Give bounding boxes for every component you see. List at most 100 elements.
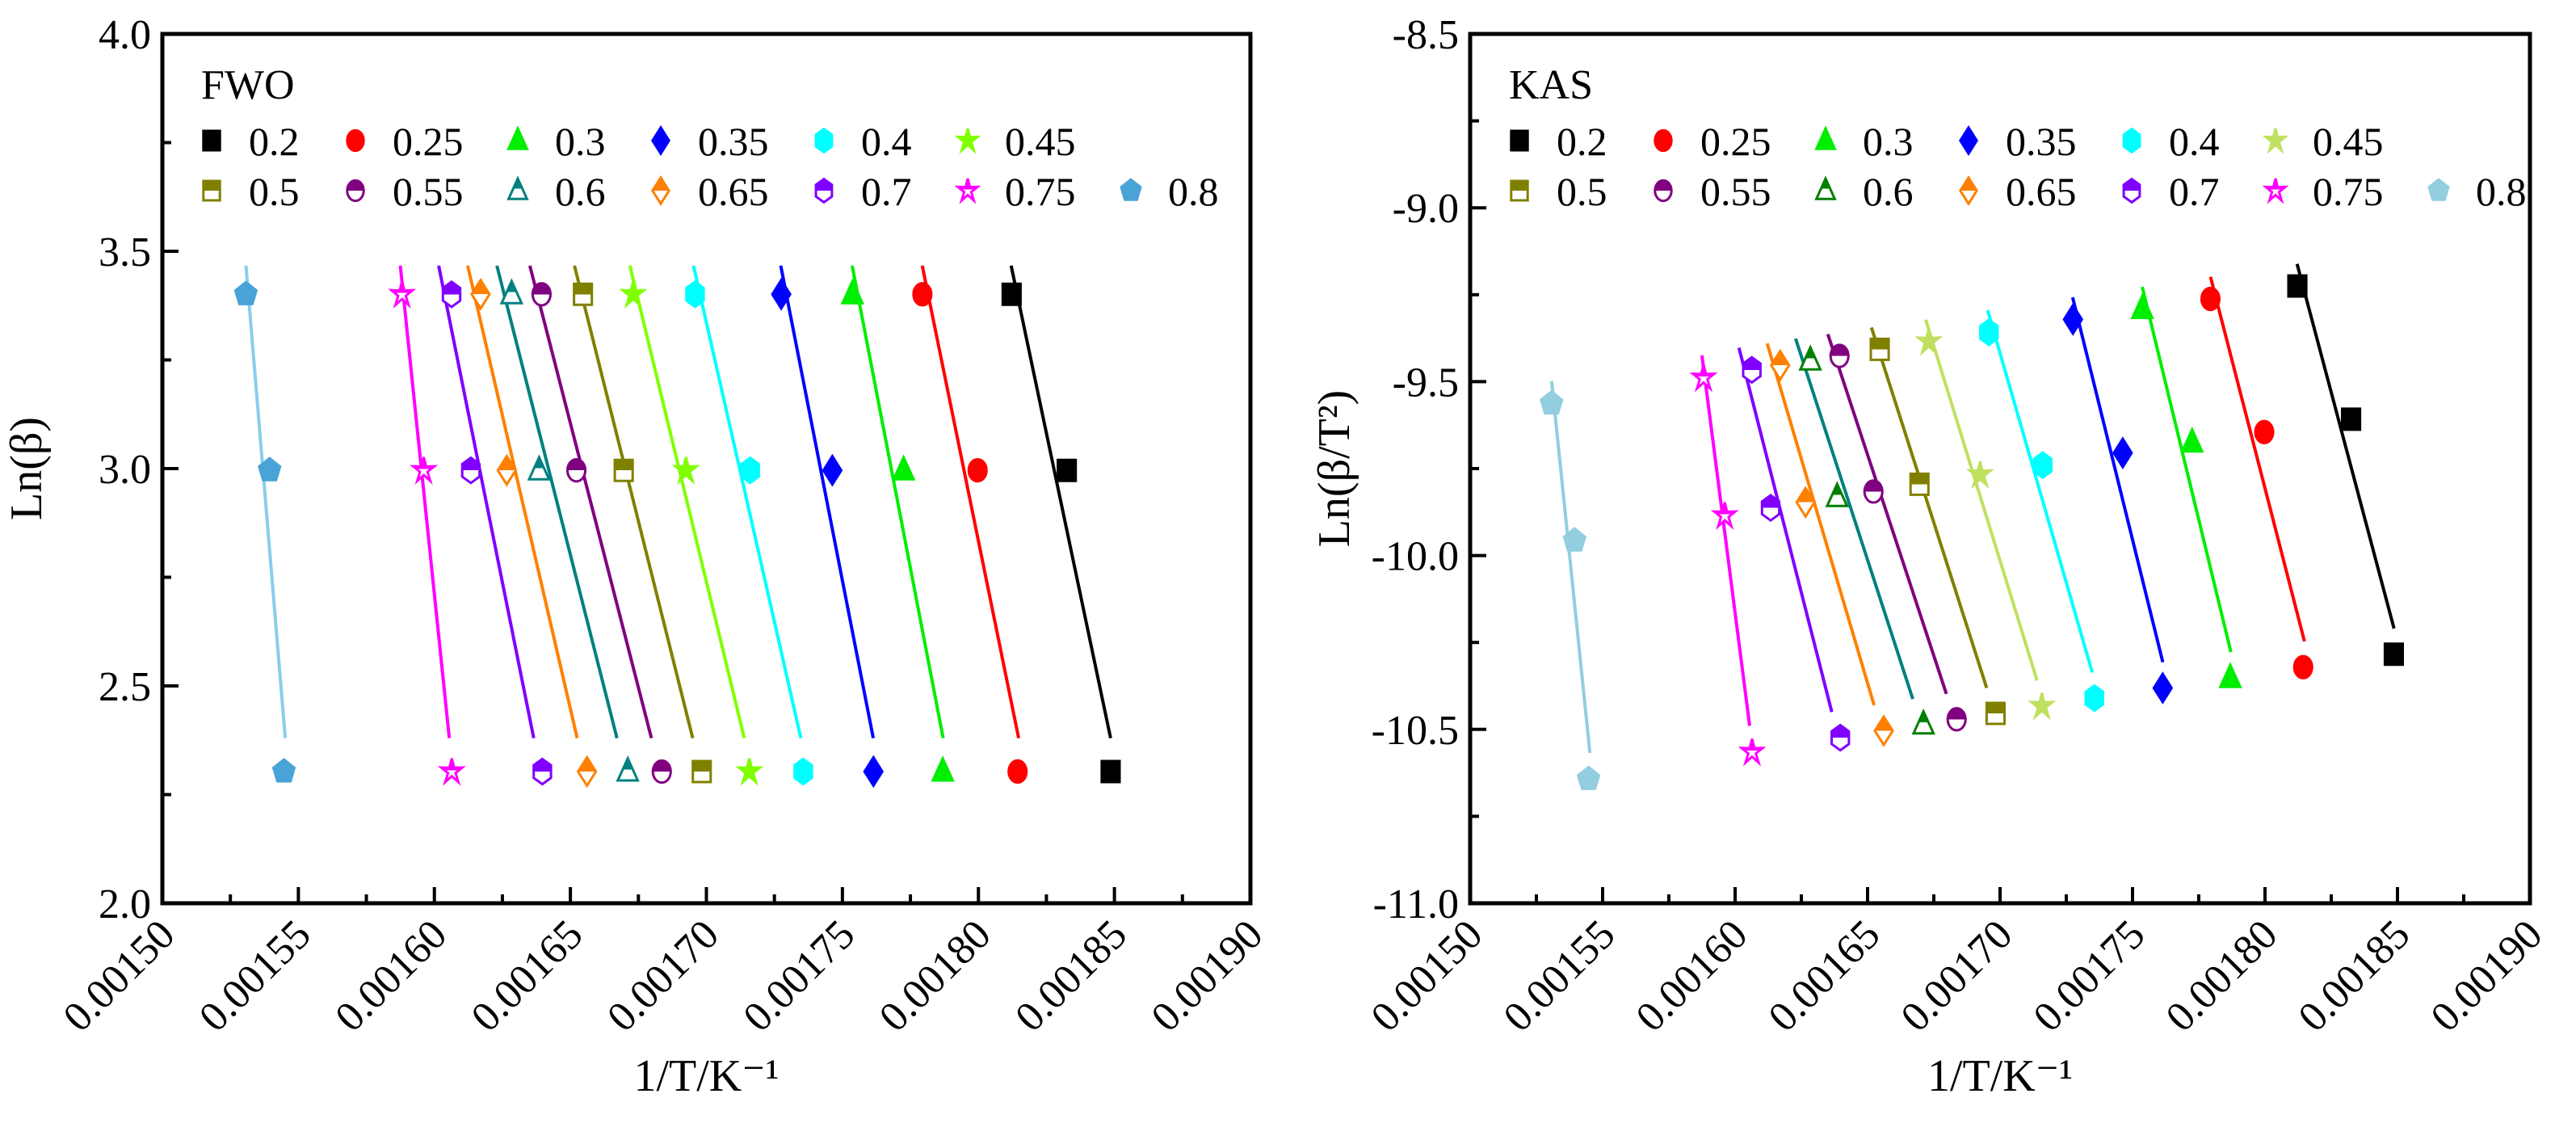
data-point-0.6: [1798, 344, 1822, 371]
y-tick-label: 4.0: [99, 12, 151, 58]
data-point-0.4: [2084, 683, 2104, 713]
data-point-0.45: [619, 280, 648, 309]
legend-item: 0.8: [2427, 169, 2527, 214]
legend-marker-square: [1510, 179, 1529, 202]
legend-marker-diamond: [651, 175, 670, 207]
x-axis-title: 1/T/K⁻¹: [633, 1051, 779, 1101]
fit-line-0.25: [920, 265, 1021, 739]
data-point-0.25: [2292, 654, 2313, 679]
data-point-0.25: [2200, 286, 2221, 312]
legend-label: 0.5: [249, 169, 300, 214]
data-point-0.6: [616, 755, 640, 782]
x-tick-label: 0.00175: [735, 911, 864, 1041]
legend-item: 0.5: [1510, 169, 1607, 214]
legend-item: 0.45: [2262, 119, 2384, 164]
y-tick-label: -8.5: [1393, 12, 1459, 58]
x-tick-label: 0.00180: [871, 911, 1000, 1041]
x-tick-label: 0.00160: [326, 911, 456, 1041]
data-point-0.75: [410, 456, 439, 486]
chart-panel-kas: 0.00150 0.00155 0.00160 0.00165 0.00170 0.001…: [1309, 12, 2551, 1101]
legend-marker-diamond: [1959, 124, 1978, 157]
data-point-0.35: [822, 453, 843, 487]
data-point-0.8: [1539, 389, 1564, 415]
data-point-0.7: [532, 757, 553, 786]
data-point-0.5: [613, 458, 634, 482]
legend-label: 0.55: [1700, 169, 1771, 214]
data-point-0.35: [771, 277, 792, 311]
legend-label: 0.2: [249, 119, 300, 164]
fit-line-0.2: [1009, 265, 1112, 739]
legend-marker-circle: [1654, 128, 1673, 153]
legend-item: 0.25: [346, 119, 464, 164]
legend-item: 0.3: [1814, 119, 1914, 164]
fit-line-0.45: [1924, 319, 2039, 681]
fit-line-0.2: [2295, 263, 2396, 629]
fit-line-0.35: [2070, 297, 2165, 663]
legend-label: 0.45: [2313, 119, 2384, 164]
legend-marker-hexagon: [814, 177, 834, 204]
legend-marker-triangle: [506, 175, 529, 200]
data-point-0.65: [1795, 486, 1817, 519]
data-point-0.3: [891, 454, 916, 481]
x-tick-label: 0.00190: [2423, 911, 2552, 1041]
data-point-0.35: [2062, 302, 2084, 336]
legend-item: 0.75: [2262, 169, 2384, 214]
legend-label: 0.7: [2169, 169, 2220, 214]
data-point-0.25: [912, 282, 933, 307]
legend-marker-square: [202, 179, 221, 202]
fit-line-0.3: [851, 265, 945, 739]
legend: 0.2 0.25 0.3 0.35 0.4 0.45 0.5 0.55 0.6 0.65 0.7 0.…: [1510, 119, 2527, 214]
legend-label: 0.4: [861, 119, 912, 164]
data-point-0.75: [1689, 364, 1718, 393]
data-point-0.65: [1769, 348, 1791, 382]
data-point-0.75: [1710, 502, 1739, 530]
y-tick-label: -11.0: [1373, 881, 1459, 927]
data-point-0.55: [1829, 343, 1850, 368]
fit-line-0.8: [244, 265, 288, 738]
chart-panel-fwo: 0.00150 0.00155 0.00160 0.00165 0.00170 0.001…: [2, 12, 1271, 1101]
y-tick-label: -9.5: [1393, 360, 1459, 406]
legend-item: 0.6: [1814, 169, 1914, 214]
fit-line-0.65: [466, 265, 579, 739]
legend-item: 0.7: [2122, 169, 2220, 214]
fit-line-0.4: [691, 265, 803, 739]
fit-line-0.55: [1826, 333, 1948, 695]
data-point-0.55: [531, 282, 552, 307]
y-tick-label: -10.0: [1372, 534, 1459, 580]
x-tick-label: 0.00165: [1760, 911, 1889, 1041]
legend-marker-triangle: [1814, 125, 1837, 150]
data-point-0.4: [1979, 318, 1999, 347]
method-label: KAS: [1509, 62, 1593, 108]
legend-label: 0.75: [2313, 169, 2384, 214]
data-point-0.35: [2112, 436, 2133, 470]
legend-item: 0.25: [1654, 119, 1771, 164]
x-tick-label: 0.00170: [599, 911, 728, 1041]
data-point-0.35: [863, 755, 885, 789]
data-point-0.75: [388, 280, 417, 309]
legend-marker-square: [202, 129, 221, 152]
data-point-0.65: [496, 453, 518, 487]
legend-item: 0.2: [1510, 119, 1607, 164]
fit-line-0.75: [398, 265, 452, 738]
fit-line-0.6: [1793, 338, 1914, 700]
data-point-0.8: [257, 456, 282, 482]
data-point-0.55: [1946, 707, 1967, 732]
legend-marker-hexagon: [2122, 127, 2141, 154]
x-tick-label: 0.00155: [191, 911, 320, 1041]
legend-item: 0.65: [651, 169, 769, 214]
legend-item: 0.6: [506, 169, 606, 214]
data-point-0.2: [1057, 458, 1078, 482]
legend-label: 0.75: [1005, 169, 1076, 214]
data-point-0.8: [271, 758, 296, 783]
fit-line-0.5: [573, 265, 695, 739]
legend-item: 0.2: [202, 119, 300, 164]
data-point-0.7: [441, 280, 462, 309]
y-tick-label: -10.5: [1372, 708, 1459, 754]
data-point-0.8: [1562, 527, 1586, 552]
data-point-0.25: [1007, 759, 1028, 784]
legend-label: 0.3: [555, 119, 606, 164]
fit-line-0.7: [1737, 347, 1834, 713]
data-point-0.5: [1985, 701, 2006, 726]
x-tick-label: 0.00185: [2290, 911, 2419, 1041]
x-tick-label: 0.00185: [1006, 911, 1136, 1041]
